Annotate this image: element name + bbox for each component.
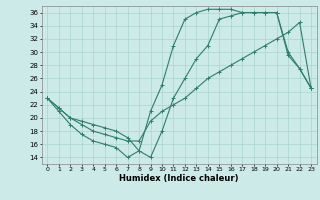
X-axis label: Humidex (Indice chaleur): Humidex (Indice chaleur) [119,174,239,183]
